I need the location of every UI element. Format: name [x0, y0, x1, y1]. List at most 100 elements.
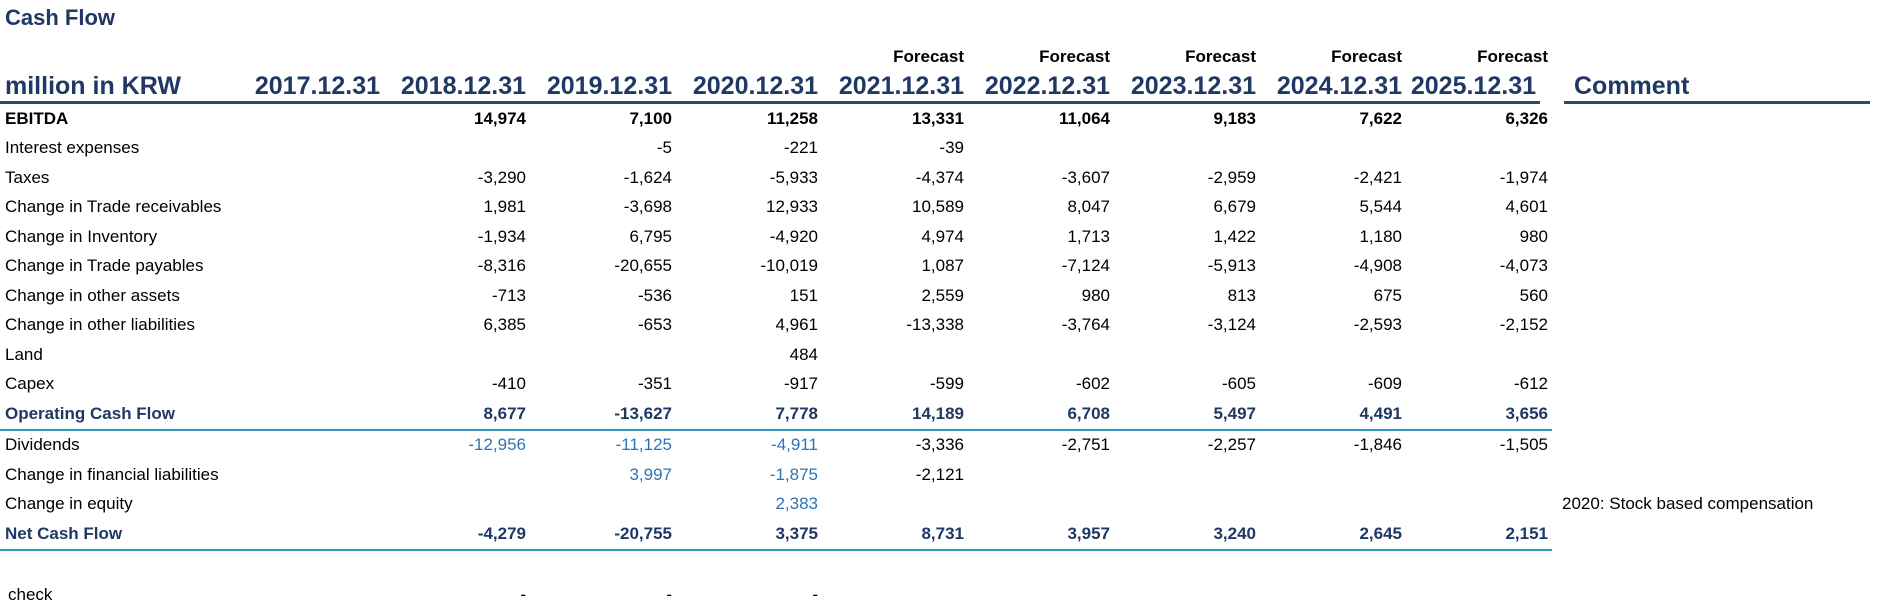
value-cell [1114, 460, 1260, 490]
value-cell: -4,073 [1499, 256, 1548, 276]
value-cell: -10,019 [760, 256, 818, 276]
row-label: Capex [5, 374, 55, 394]
forecast-label: Forecast [1185, 47, 1256, 66]
check-value [822, 581, 968, 609]
value-cell: 14,974 [474, 108, 526, 128]
value-cell: -13,338 [906, 315, 964, 335]
value-cell: 3,957 [968, 519, 1114, 551]
row-label: Change in other assets [5, 285, 180, 305]
value-cell: 1,713 [1067, 226, 1110, 246]
value-cell: -4,908 [1353, 256, 1402, 276]
value-cell: 8,677 [384, 399, 530, 431]
value-cell [238, 460, 384, 490]
forecast-label [384, 40, 530, 67]
value-cell: -2,121 [915, 464, 964, 484]
value-cell: -1,624 [623, 167, 672, 187]
value-cell: 11,258 [766, 108, 818, 128]
value-cell [1114, 490, 1260, 520]
value-cell: -2,593 [1353, 315, 1402, 335]
value-cell [238, 134, 384, 164]
value-cell [238, 252, 384, 282]
value-cell: -4,920 [769, 226, 818, 246]
blank-cell [1552, 40, 1870, 67]
row-label: Change in other liabilities [5, 315, 195, 335]
value-cell: 7,622 [1359, 108, 1402, 128]
comment-cell [1552, 460, 1870, 490]
year-header: 2024.12.31 [1260, 67, 1406, 104]
table-row: Taxes -3,290 -1,624 -5,933 -4,374 -3,607 -2,95… [0, 163, 1870, 193]
value-cell: -3,124 [1207, 315, 1256, 335]
value-cell [1406, 134, 1552, 164]
value-cell: 6,385 [483, 315, 526, 335]
value-cell [384, 134, 530, 164]
comment-cell [1552, 281, 1870, 311]
value-cell [238, 222, 384, 252]
check-value: - [520, 584, 526, 604]
value-cell: 2,383 [775, 494, 818, 514]
value-cell: 11,064 [1058, 108, 1110, 128]
value-cell: 1,180 [1359, 226, 1402, 246]
row-label: Change in Trade receivables [5, 197, 222, 217]
value-cell [1260, 134, 1406, 164]
value-cell: 1,087 [921, 256, 964, 276]
forecast-label: Forecast [1477, 47, 1548, 66]
table-row: Change in other liabilities 6,385 -653 4,96… [0, 311, 1870, 341]
value-cell: -653 [637, 315, 672, 335]
value-cell: -221 [783, 138, 818, 158]
value-cell: 3,375 [676, 519, 822, 551]
value-cell: -605 [1221, 374, 1256, 394]
row-label: Change in equity [5, 494, 133, 514]
value-cell: 2,645 [1260, 519, 1406, 551]
value-cell: 3,997 [629, 464, 672, 484]
value-cell: -351 [637, 374, 672, 394]
value-cell: -5 [656, 138, 672, 158]
value-cell [1406, 460, 1552, 490]
forecast-label [530, 40, 676, 67]
value-cell: -3,607 [1061, 167, 1110, 187]
table-row: EBITDA 14,974 7,100 11,258 13,331 11,064 9,183… [0, 103, 1870, 134]
table-row: Change in Inventory -1,934 6,795 -4,920 4,97… [0, 222, 1870, 252]
value-cell [968, 340, 1114, 370]
year-header: 2018.12.31 [384, 67, 530, 104]
value-cell [384, 460, 530, 490]
value-cell [384, 340, 530, 370]
value-cell: 4,961 [775, 315, 818, 335]
value-cell [1114, 134, 1260, 164]
value-cell [238, 103, 384, 134]
comment-cell [1552, 163, 1870, 193]
value-cell [1406, 490, 1552, 520]
row-label: Interest expenses [5, 138, 140, 158]
comment-cell [1552, 222, 1870, 252]
value-cell: -12,956 [468, 435, 526, 455]
check-value [1114, 581, 1260, 609]
value-cell: -2,152 [1499, 315, 1548, 335]
row-label: Operating Cash Flow [0, 399, 238, 431]
value-cell: -1,875 [769, 464, 818, 484]
comment-cell [1552, 252, 1870, 282]
value-cell: -602 [1075, 374, 1110, 394]
value-cell: 560 [1519, 285, 1548, 305]
value-cell: -20,755 [530, 519, 676, 551]
forecast-row: Forecast Forecast Forecast Forecast Forecast [0, 40, 1870, 67]
value-cell: 3,240 [1114, 519, 1260, 551]
table-row: Land 484 [0, 340, 1870, 370]
table-row: Interest expenses -5 -221 -39 [0, 134, 1870, 164]
forecast-label: Forecast [1331, 47, 1402, 66]
value-cell [1260, 340, 1406, 370]
cash-flow-table: Forecast Forecast Forecast Forecast Forecast… [0, 40, 1870, 609]
value-cell: -3,290 [477, 167, 526, 187]
row-label: Dividends [5, 435, 80, 455]
value-cell: -2,257 [1207, 435, 1256, 455]
value-cell [1260, 490, 1406, 520]
value-cell: 8,731 [822, 519, 968, 551]
row-label: Taxes [5, 167, 50, 187]
value-cell: -11,125 [615, 435, 672, 455]
forecast-label [238, 40, 384, 67]
value-cell: -39 [939, 138, 964, 158]
check-label: check [8, 584, 53, 604]
sheet-title: Cash Flow [5, 5, 116, 30]
value-cell: -3,698 [623, 197, 672, 217]
value-cell: 675 [1373, 285, 1402, 305]
blank-cell [1552, 581, 1870, 609]
value-cell [1260, 460, 1406, 490]
